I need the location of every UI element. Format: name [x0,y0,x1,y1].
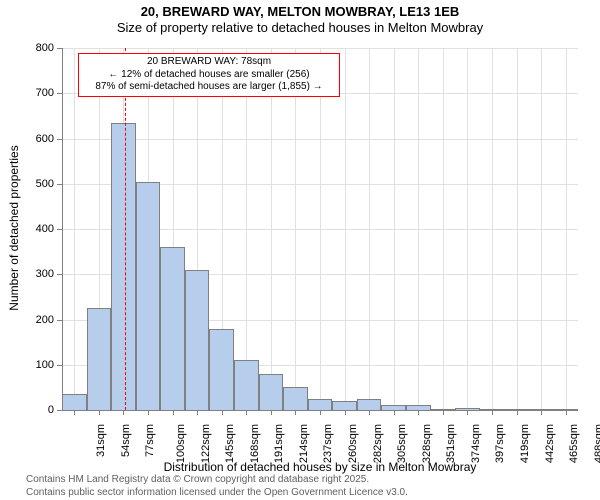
x-tick-label: 305sqm [396,424,408,463]
y-tick-label: 0 [0,404,54,416]
x-tick-label: 168sqm [249,424,261,463]
x-tick-label: 442sqm [544,424,556,463]
x-tick-label: 374sqm [470,424,482,463]
property-marker-line [125,48,126,410]
grid-line-v [418,48,419,410]
histogram-bar [259,374,284,410]
x-tick-label: 260sqm [347,424,359,463]
annotation-line1: 20 BREWARD WAY: 78sqm [83,56,335,69]
grid-line-v [320,48,321,410]
histogram-bar [234,360,259,410]
plot-area [62,48,578,410]
grid-line-v [246,48,247,410]
histogram-bar [111,123,136,410]
chart-container: { "title": { "line1": "20, BREWARD WAY, … [0,0,600,500]
histogram-bar [308,399,333,410]
histogram-bar [209,329,234,410]
grid-line-v [345,48,346,410]
grid-line-v [394,48,395,410]
histogram-bar [357,399,382,410]
x-tick-label: 465sqm [568,424,580,463]
chart-title: 20, BREWARD WAY, MELTON MOWBRAY, LE13 1E… [0,0,600,37]
footer-line2: Contains public sector information licen… [0,487,600,500]
x-tick-label: 54sqm [120,424,132,457]
x-tick-label: 282sqm [372,424,384,463]
annotation-line2: ← 12% of detached houses are smaller (25… [83,69,335,82]
grid-line-v [492,48,493,410]
x-tick-label: 328sqm [421,424,433,463]
histogram-bar [160,247,185,410]
title-line1: 20, BREWARD WAY, MELTON MOWBRAY, LE13 1E… [0,4,600,20]
x-tick-label: 214sqm [298,424,310,463]
x-tick-label: 145sqm [224,424,236,463]
x-axis-line [62,410,578,411]
grid-line-v [517,48,518,410]
annotation-line3: 87% of semi-detached houses are larger (… [83,81,335,94]
attribution-footer: Contains HM Land Registry data © Crown c… [0,474,600,499]
y-tick-label: 400 [0,223,54,235]
x-tick-label: 351sqm [445,424,457,463]
x-tick-label: 419sqm [519,424,531,463]
x-tick-label: 237sqm [323,424,335,463]
y-tick-label: 300 [0,268,54,280]
histogram-bar [283,387,308,410]
y-tick-label: 700 [0,87,54,99]
x-tick-label: 191sqm [273,424,285,463]
grid-line-v [566,48,567,410]
histogram-bar [62,394,87,410]
title-line2: Size of property relative to detached ho… [0,20,600,36]
grid-line-v [541,48,542,410]
histogram-bar [87,308,112,410]
grid-line-v [369,48,370,410]
grid-line-v [271,48,272,410]
x-tick-label: 100sqm [175,424,187,463]
y-tick-label: 500 [0,178,54,190]
y-tick-label: 100 [0,359,54,371]
x-tick-label: 77sqm [144,424,156,457]
x-tick-label: 31sqm [95,424,107,457]
grid-line-v [74,48,75,410]
y-axis-line [62,48,63,410]
grid-line-v [467,48,468,410]
histogram-bar [136,182,161,411]
y-tick-label: 200 [0,314,54,326]
footer-line1: Contains HM Land Registry data © Crown c… [0,474,600,487]
x-tick-label: 122sqm [200,424,212,463]
y-tick-label: 600 [0,133,54,145]
histogram-bar [332,401,357,410]
grid-line-v [443,48,444,410]
x-tick-label: 397sqm [495,424,507,463]
y-tick-label: 800 [0,42,54,54]
histogram-bar [185,270,210,410]
grid-line-v [295,48,296,410]
annotation-box: 20 BREWARD WAY: 78sqm ← 12% of detached … [78,53,340,97]
x-tick-label: 488sqm [593,424,600,463]
